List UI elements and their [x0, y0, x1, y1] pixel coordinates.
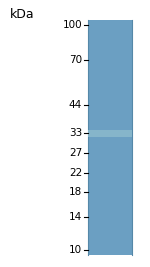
Text: kDa: kDa: [10, 8, 35, 21]
Bar: [88, 20, 132, 255]
Bar: [88, 130, 132, 137]
Text: 22: 22: [69, 168, 82, 178]
Text: 14: 14: [69, 212, 82, 222]
Text: 44: 44: [69, 100, 82, 110]
Text: 100: 100: [62, 20, 82, 30]
Text: 70: 70: [69, 55, 82, 65]
Text: 18: 18: [69, 187, 82, 198]
Text: 10: 10: [69, 245, 82, 255]
Text: 27: 27: [69, 148, 82, 158]
Text: 33: 33: [69, 128, 82, 138]
